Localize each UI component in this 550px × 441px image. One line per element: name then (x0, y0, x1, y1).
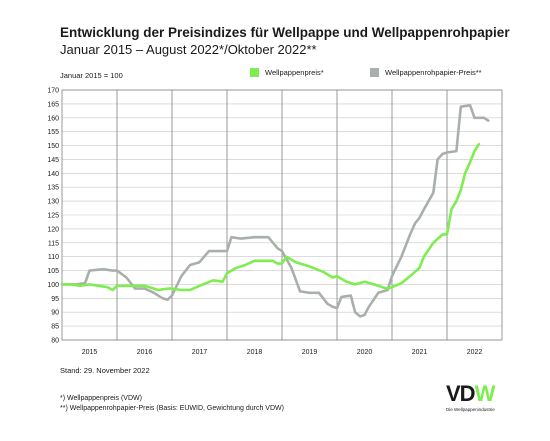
y-tick-label: 160 (47, 115, 59, 122)
y-tick-label: 155 (47, 129, 59, 136)
chart-subtitle: Januar 2015 – August 2022*/Oktober 2022*… (60, 42, 317, 57)
y-tick-label: 115 (48, 240, 59, 247)
y-tick-label: 105 (47, 268, 59, 275)
x-year-label: 2019 (302, 349, 318, 356)
x-year-label: 2015 (82, 349, 98, 356)
y-tick-label: 170 (47, 88, 59, 95)
legend-swatch-rohpapier (370, 68, 379, 77)
vdw-logo: VDW Die Wellpappenindustrie (446, 381, 495, 413)
plot-frame (61, 89, 503, 341)
x-year-label: 2016 (137, 349, 153, 356)
y-tick-label: 135 (47, 185, 59, 192)
footnote-2: **) Wellpappenrohpapier-Preis (Basis: EU… (60, 405, 284, 412)
series-line-rohpapier (60, 104, 490, 318)
y-tick-label: 165 (47, 101, 59, 108)
legend-item-rohpapier: Wellpappenrohpapier-Preis** (370, 68, 482, 77)
y-tick-label: 95 (51, 296, 59, 303)
x-year-label: 2020 (357, 349, 373, 356)
x-year-label: 2017 (192, 349, 208, 356)
legend-swatch-wellpappe (250, 68, 259, 77)
x-year-label: 2021 (412, 349, 428, 356)
y-tick-label: 85 (51, 324, 59, 331)
y-tick-label: 140 (47, 171, 59, 178)
logo-subtitle: Die Wellpappenindustrie (446, 407, 495, 412)
x-year-label: 2022 (467, 349, 483, 356)
y-tick-label: 120 (47, 226, 59, 233)
y-tick-label: 125 (47, 213, 59, 220)
y-tick-label: 130 (47, 199, 59, 206)
footnote-1: *) Wellpappenpreis (VDW) (60, 395, 142, 402)
y-tick-label: 110 (48, 254, 59, 261)
chart-title: Entwicklung der Preisindizes für Wellpap… (60, 25, 510, 40)
series-line-wellpappe (60, 142, 481, 292)
legend-label-rohpapier: Wellpappenrohpapier-Preis** (385, 68, 482, 77)
y-tick-label: 90 (51, 310, 59, 317)
y-tick-label: 150 (47, 143, 59, 150)
y-tick-label: 100 (47, 282, 59, 289)
legend-label-wellpappe: Wellpappenpreis* (265, 68, 324, 77)
y-tick-label: 145 (47, 157, 59, 164)
logo-text: VDW (446, 381, 495, 406)
y-tick-label: 80 (51, 338, 59, 345)
legend-item-wellpappe: Wellpappenpreis* (250, 68, 324, 77)
stand-date: Stand: 29. November 2022 (60, 366, 150, 375)
unit-note: Januar 2015 = 100 (60, 71, 123, 80)
x-year-label: 2018 (247, 349, 263, 356)
